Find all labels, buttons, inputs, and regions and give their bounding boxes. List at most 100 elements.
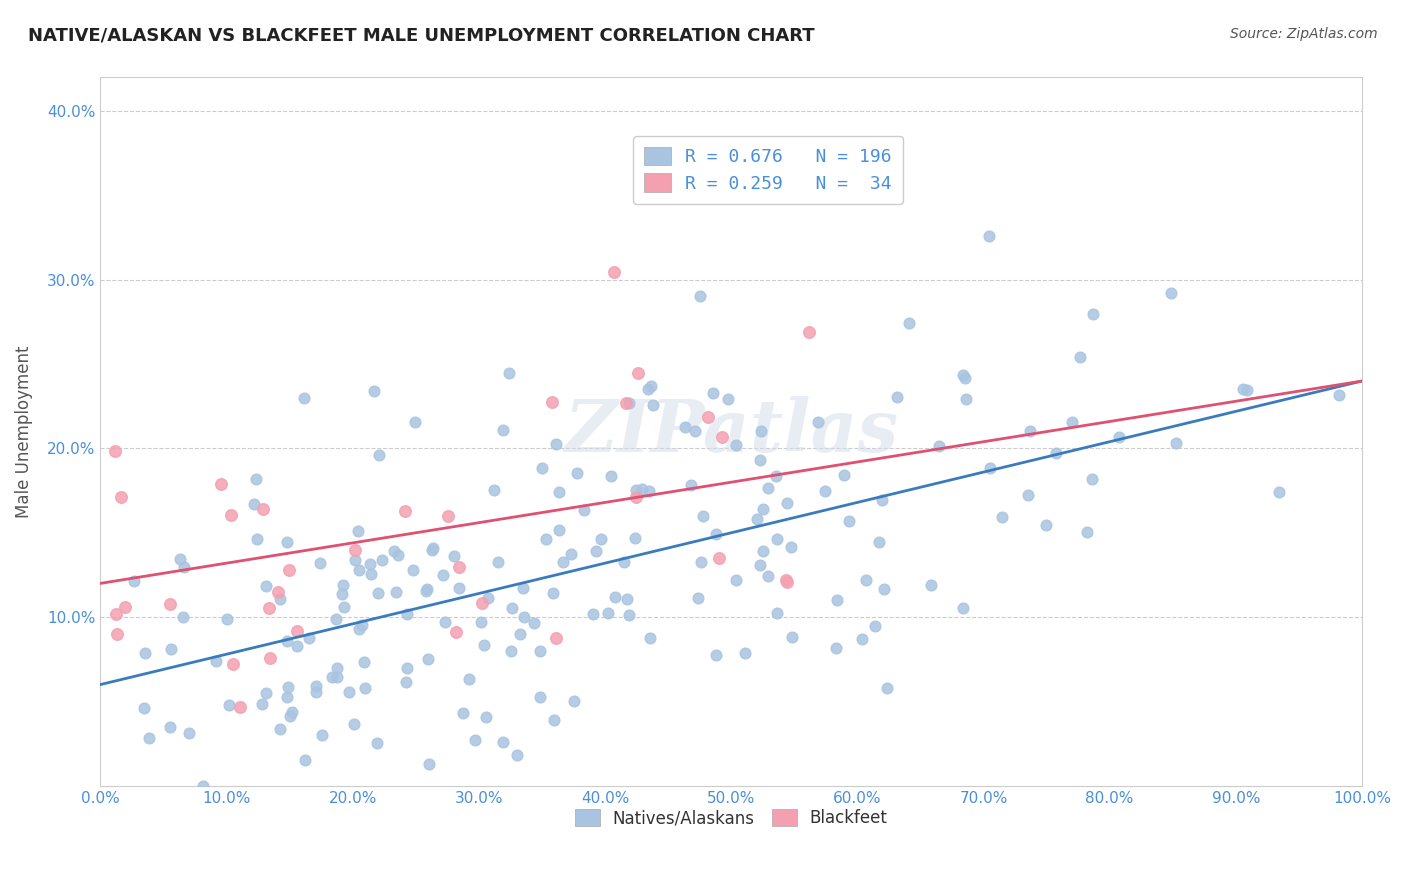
Point [453,706,475,721]
Point [626,490,648,504]
Point [709,550,731,565]
Point [873,582,896,596]
Point [177,726,200,740]
Point [217,612,239,626]
Point [350,618,373,632]
Point [547,484,569,499]
Point [285,624,308,638]
Point [499,644,522,658]
Point [204,655,226,669]
Point [367,586,389,600]
Point [447,581,470,595]
Point [851,632,873,647]
Point [371,552,394,566]
Point [325,612,347,626]
Point [928,439,950,453]
Point [991,509,1014,524]
Point [756,482,779,496]
Point [637,382,659,396]
Point [565,466,588,480]
Point [834,467,856,482]
Point [1236,383,1258,397]
Point [582,607,605,622]
Point [1045,446,1067,460]
Point [600,469,623,483]
Point [333,599,356,614]
Point [432,568,454,582]
Point [1062,415,1084,429]
Point [218,698,240,712]
Point [276,690,298,705]
Point [347,524,370,539]
Point [692,508,714,523]
Point [531,461,554,475]
Point [765,532,787,546]
Point [501,601,523,615]
Point [395,660,418,674]
Point [696,409,718,424]
Point [433,615,456,629]
Point [814,483,837,498]
Point [1164,436,1187,450]
Point [402,562,425,576]
Point [724,573,747,587]
Point [292,391,315,405]
Point [546,631,568,645]
Point [416,582,439,596]
Point [337,685,360,699]
Point [704,527,727,541]
Y-axis label: Male Unemployment: Male Unemployment [15,345,32,518]
Point [332,578,354,592]
Point [159,720,181,734]
Point [572,502,595,516]
Point [110,491,132,505]
Point [529,644,551,658]
Point [756,568,779,582]
Point [766,606,789,620]
Point [229,699,252,714]
Point [447,560,470,574]
Point [1108,430,1130,444]
Point [305,685,328,699]
Point [246,533,269,547]
Legend: Natives/Alaskans, Blackfeet: Natives/Alaskans, Blackfeet [568,803,894,834]
Point [422,542,444,557]
Point [285,639,308,653]
Point [416,652,439,666]
Point [1081,473,1104,487]
Point [122,574,145,588]
Point [710,430,733,444]
Point [704,648,727,662]
Point [104,443,127,458]
Point [952,368,974,382]
Point [359,557,381,571]
Point [344,553,367,567]
Point [1069,351,1091,365]
Point [529,690,551,705]
Point [311,729,333,743]
Point [252,501,274,516]
Point [749,558,772,572]
Point [979,229,1001,244]
Point [614,396,637,410]
Point [396,607,419,622]
Point [395,675,418,690]
Point [752,502,775,516]
Point [382,544,405,558]
Point [458,672,481,686]
Point [512,581,534,595]
Point [259,651,281,665]
Point [679,478,702,492]
Point [475,710,498,724]
Point [471,596,494,610]
Point [603,590,626,604]
Point [734,646,756,660]
Point [326,670,349,684]
Point [245,472,267,486]
Point [683,424,706,438]
Point [603,265,626,279]
Point [169,552,191,566]
Point [404,415,426,429]
Point [953,370,976,384]
Point [343,543,366,558]
